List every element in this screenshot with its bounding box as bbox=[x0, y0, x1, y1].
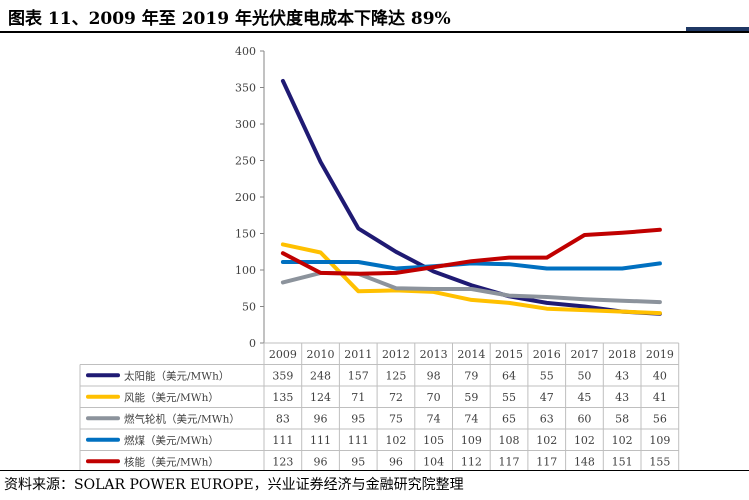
title-rule bbox=[0, 31, 749, 33]
x-tick-label: 2013 bbox=[420, 348, 448, 361]
x-tick-label: 2009 bbox=[269, 348, 297, 361]
data-label: 95 bbox=[351, 455, 365, 468]
y-tick-label: 150 bbox=[235, 228, 256, 241]
data-label: 65 bbox=[502, 412, 516, 425]
data-label: 40 bbox=[653, 369, 667, 382]
legend-label: 燃气轮机（美元/MWh） bbox=[124, 412, 240, 425]
data-label: 111 bbox=[310, 434, 331, 447]
data-label: 148 bbox=[574, 455, 595, 468]
data-label: 359 bbox=[272, 369, 293, 382]
data-label: 72 bbox=[389, 391, 403, 404]
data-label: 74 bbox=[427, 412, 441, 425]
data-label: 102 bbox=[574, 434, 595, 447]
data-label: 56 bbox=[653, 412, 667, 425]
data-label: 95 bbox=[351, 412, 365, 425]
data-label: 102 bbox=[612, 434, 633, 447]
data-label: 124 bbox=[310, 391, 331, 404]
y-tick-label: 400 bbox=[235, 45, 256, 58]
x-tick-label: 2010 bbox=[307, 348, 335, 361]
data-label: 79 bbox=[464, 369, 478, 382]
x-tick-label: 2018 bbox=[608, 348, 636, 361]
data-label: 43 bbox=[615, 391, 629, 404]
data-label: 59 bbox=[464, 391, 478, 404]
x-tick-label: 2014 bbox=[457, 348, 485, 361]
data-label: 75 bbox=[389, 412, 403, 425]
source-rule bbox=[0, 470, 749, 471]
figure-title: 图表 11、2009 年至 2019 年光伏度电成本下降达 89% bbox=[8, 9, 451, 29]
data-label: 98 bbox=[427, 369, 441, 382]
data-label: 74 bbox=[464, 412, 478, 425]
data-label: 123 bbox=[272, 455, 293, 468]
data-label: 102 bbox=[536, 434, 557, 447]
source-note: 资料来源：SOLAR POWER EUROPE，兴业证券经济与金融研究院整理 bbox=[4, 477, 464, 493]
y-tick-label: 300 bbox=[235, 118, 256, 131]
legend-label: 燃煤（美元/MWh） bbox=[124, 434, 219, 447]
data-label: 105 bbox=[423, 434, 444, 447]
data-label: 102 bbox=[385, 434, 406, 447]
series-line bbox=[280, 78, 662, 316]
x-tick-label: 2017 bbox=[570, 348, 598, 361]
data-label: 109 bbox=[649, 434, 670, 447]
data-label: 96 bbox=[389, 455, 403, 468]
series-line bbox=[280, 270, 662, 305]
series-line bbox=[280, 242, 662, 316]
data-label: 45 bbox=[577, 391, 591, 404]
data-label: 71 bbox=[351, 391, 365, 404]
data-label: 63 bbox=[540, 412, 554, 425]
data-label: 248 bbox=[310, 369, 331, 382]
legend-label: 太阳能（美元/MWh） bbox=[124, 369, 229, 382]
legend-label: 核能（美元/MWh） bbox=[124, 455, 219, 468]
data-label: 47 bbox=[540, 391, 554, 404]
data-label: 112 bbox=[461, 455, 482, 468]
data-label: 60 bbox=[577, 412, 591, 425]
series-line bbox=[280, 227, 662, 276]
data-label: 117 bbox=[536, 455, 557, 468]
data-label: 125 bbox=[385, 369, 406, 382]
data-label: 41 bbox=[653, 391, 667, 404]
data-label: 64 bbox=[502, 369, 516, 382]
data-label: 96 bbox=[314, 455, 328, 468]
series-line bbox=[280, 260, 662, 271]
y-tick-label: 100 bbox=[235, 264, 256, 277]
data-label: 50 bbox=[577, 369, 591, 382]
data-label: 157 bbox=[348, 369, 369, 382]
title-accent-bar bbox=[686, 27, 749, 31]
data-label: 43 bbox=[615, 369, 629, 382]
x-tick-label: 2011 bbox=[344, 348, 372, 361]
data-label: 111 bbox=[272, 434, 293, 447]
data-label: 96 bbox=[314, 412, 328, 425]
data-label: 108 bbox=[499, 434, 520, 447]
data-label: 117 bbox=[499, 455, 520, 468]
data-label: 135 bbox=[272, 391, 293, 404]
data-label: 55 bbox=[540, 369, 554, 382]
line-chart: 0 50 100 150 200 250 300 350 400 2009 2010 2011 2012… bbox=[79, 45, 680, 470]
data-label: 111 bbox=[348, 434, 369, 447]
x-tick-label: 2015 bbox=[495, 348, 523, 361]
x-tick-label: 2019 bbox=[646, 348, 674, 361]
x-tick-label: 2016 bbox=[533, 348, 561, 361]
y-tick-label: 50 bbox=[242, 301, 256, 314]
data-label: 155 bbox=[649, 455, 670, 468]
data-label: 104 bbox=[423, 455, 444, 468]
legend-label: 风能（美元/MWh） bbox=[124, 391, 219, 404]
y-tick-label: 250 bbox=[235, 155, 256, 168]
data-label: 70 bbox=[427, 391, 441, 404]
data-label: 55 bbox=[502, 391, 516, 404]
x-tick-label: 2012 bbox=[382, 348, 410, 361]
y-tick-label: 350 bbox=[235, 82, 256, 95]
y-tick-label: 200 bbox=[235, 191, 256, 204]
data-label: 151 bbox=[612, 455, 633, 468]
y-tick-label: 0 bbox=[249, 337, 256, 350]
data-label: 109 bbox=[461, 434, 482, 447]
data-label: 83 bbox=[276, 412, 290, 425]
data-label: 58 bbox=[615, 412, 629, 425]
